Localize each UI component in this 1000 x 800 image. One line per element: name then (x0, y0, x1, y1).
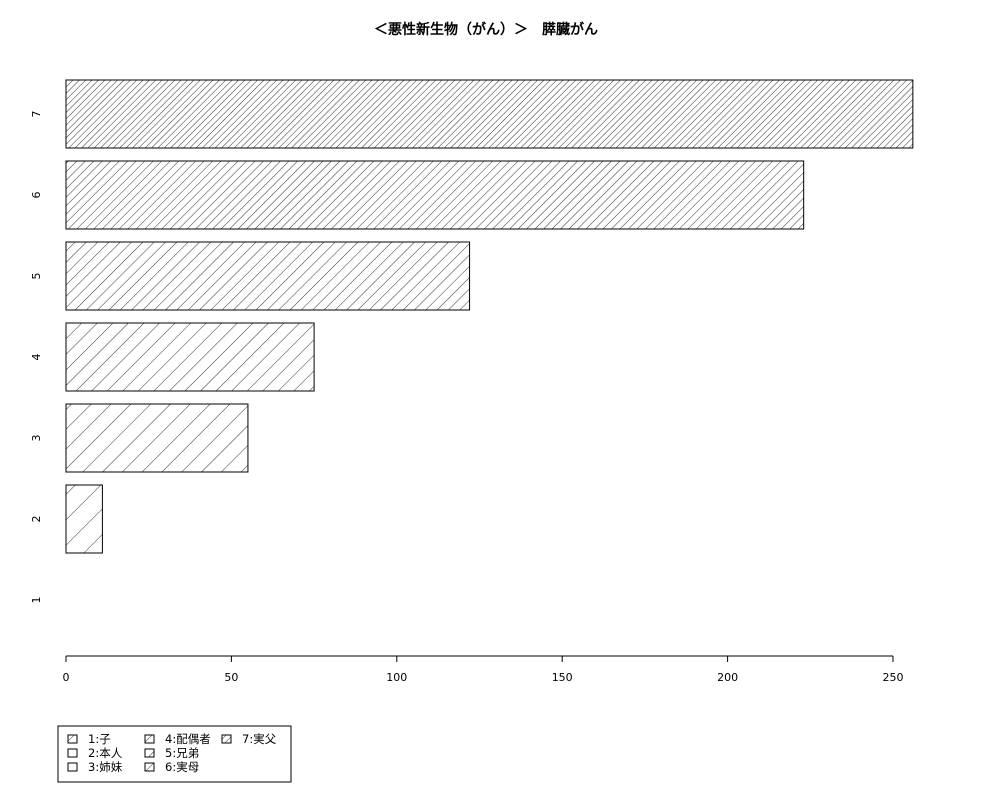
x-tick-label-200: 200 (717, 671, 738, 684)
legend-swatch-7 (221, 734, 232, 744)
x-tick-label-250: 250 (883, 671, 904, 684)
legend-swatch-5 (144, 748, 155, 758)
legend-label-7: 7:実父 (242, 732, 277, 746)
bar-2 (65, 484, 103, 554)
chart-title: ＜悪性新生物（がん）＞ 膵臓がん (374, 21, 598, 38)
y-tick-label-5: 5 (30, 273, 43, 280)
legend-label-4: 4:配偶者 (165, 732, 211, 746)
legend-label-6: 6:実母 (165, 760, 199, 774)
y-tick-label-7: 7 (30, 111, 43, 118)
bar-7 (65, 79, 914, 149)
bar-5 (65, 241, 471, 311)
legend-label-2: 2:本人 (88, 746, 123, 760)
x-tick-label-150: 150 (552, 671, 573, 684)
legend-label-5: 5:兄弟 (165, 746, 199, 760)
legend-swatch-1 (67, 734, 78, 744)
y-tick-label-3: 3 (30, 435, 43, 442)
legend-label-1: 1:子 (88, 732, 111, 746)
y-tick-label-6: 6 (30, 192, 43, 199)
legend-box (57, 725, 292, 783)
y-axis-labels: 1 2 3 4 5 6 7 (30, 111, 43, 604)
legend-swatch-4 (144, 734, 155, 744)
legend-swatch-2 (67, 748, 78, 758)
bar-4 (65, 322, 315, 392)
legend-label-3: 3:姉妹 (88, 760, 123, 774)
y-tick-label-4: 4 (30, 354, 43, 361)
x-tick-label-0: 0 (63, 671, 70, 684)
x-axis: 0 50 100 150 200 250 (63, 655, 904, 684)
legend-swatch-3 (67, 762, 78, 772)
x-tick-label-100: 100 (386, 671, 407, 684)
y-tick-label-1: 1 (30, 597, 43, 604)
legend-swatch-6 (144, 762, 155, 772)
bar-6 (65, 160, 805, 230)
bar-3 (65, 403, 249, 473)
y-tick-label-2: 2 (30, 516, 43, 523)
x-tick-label-50: 50 (224, 671, 238, 684)
bars-group (65, 79, 914, 554)
